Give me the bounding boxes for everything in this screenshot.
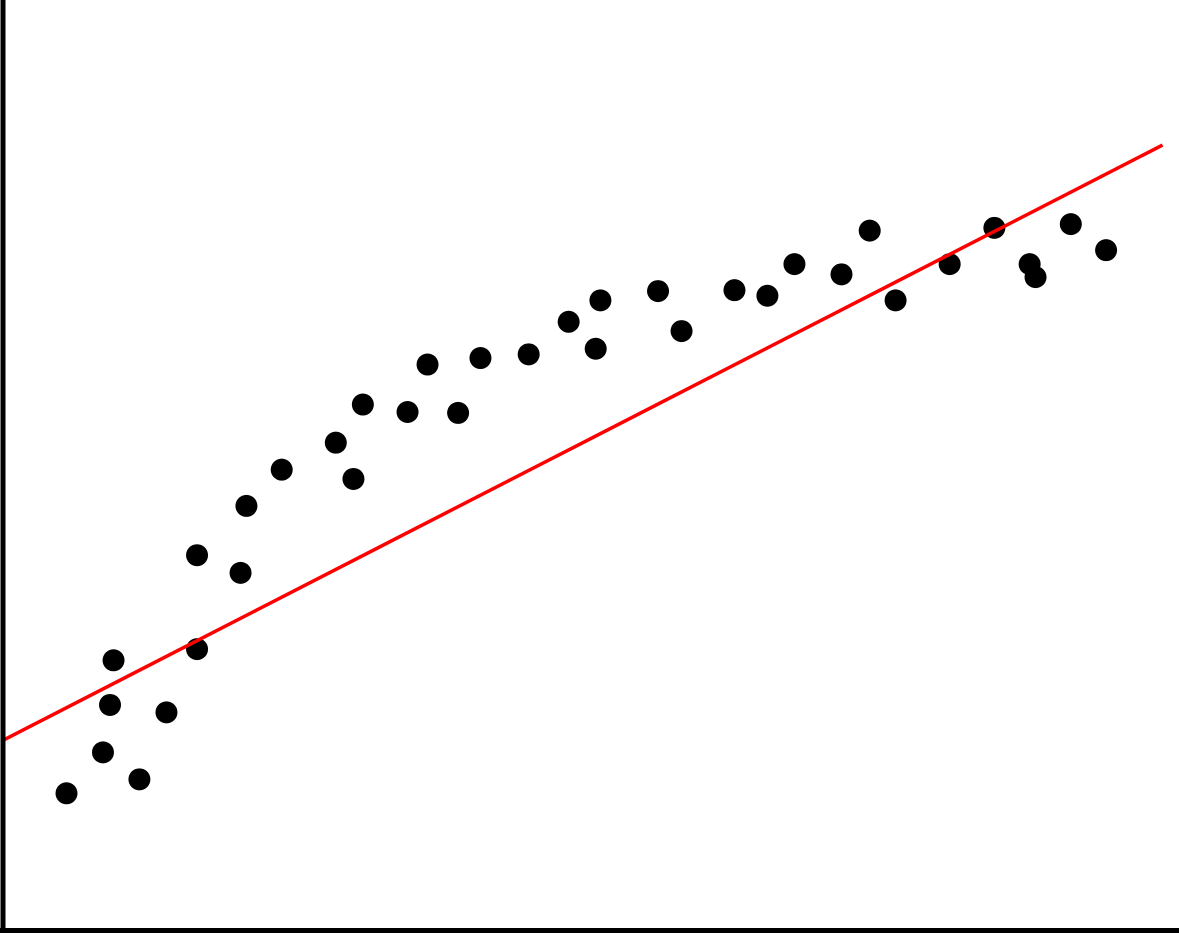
data-point: [584, 337, 607, 360]
data-point: [155, 701, 178, 724]
data-point: [128, 768, 151, 791]
data-point: [830, 263, 853, 286]
data-point: [557, 310, 580, 333]
data-point: [723, 279, 746, 302]
data-point: [324, 431, 347, 454]
data-point: [647, 280, 670, 303]
data-point: [670, 320, 693, 343]
data-point: [1024, 266, 1047, 289]
data-points: [55, 213, 1118, 805]
data-point: [102, 649, 125, 672]
data-point: [99, 693, 122, 716]
data-point: [235, 494, 258, 517]
data-point: [342, 467, 365, 490]
data-point: [186, 544, 209, 567]
data-point: [416, 353, 439, 376]
data-point: [396, 400, 419, 423]
data-point: [884, 289, 907, 312]
data-point: [55, 782, 78, 805]
data-point: [469, 347, 492, 370]
data-point: [756, 284, 779, 307]
data-point: [858, 219, 881, 242]
data-point: [270, 458, 293, 481]
data-point: [1059, 213, 1082, 236]
data-point: [1095, 239, 1118, 262]
data-point: [783, 253, 806, 276]
data-point: [229, 561, 252, 584]
regression-line: [2, 143, 1164, 742]
data-point: [517, 343, 540, 366]
data-point: [589, 289, 612, 312]
data-point: [351, 393, 374, 416]
data-point: [91, 741, 114, 764]
data-point: [447, 401, 470, 424]
